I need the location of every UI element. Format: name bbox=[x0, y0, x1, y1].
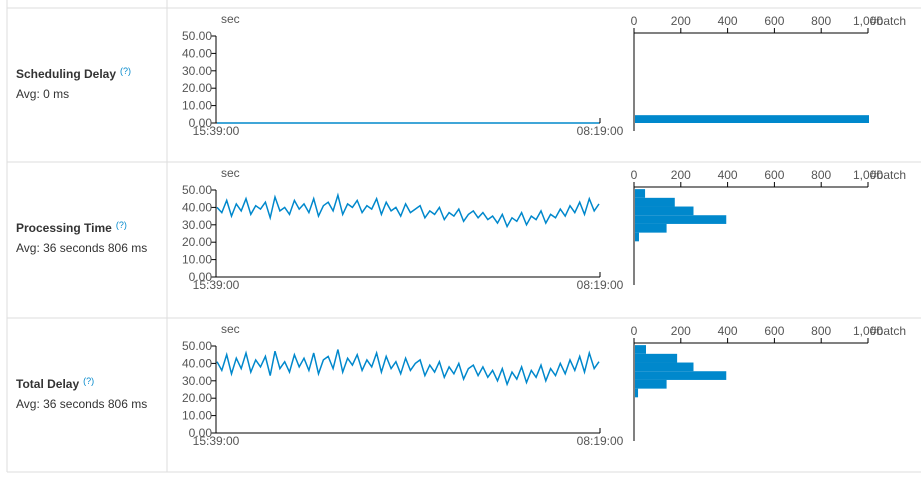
hist-x-axis-label: #batch bbox=[870, 324, 906, 338]
y-tick-label: 40.00 bbox=[182, 356, 212, 370]
hist-x-tick-label: 400 bbox=[718, 168, 738, 182]
hist-x-tick-label: 600 bbox=[764, 324, 784, 338]
histogram-bar bbox=[635, 215, 727, 224]
hist-x-tick-label: 800 bbox=[811, 14, 831, 28]
histogram-bar bbox=[635, 379, 667, 389]
hist-x-tick-label: 400 bbox=[718, 324, 738, 338]
y-tick-label: 10.00 bbox=[182, 409, 212, 423]
x-tick-label: 08:19:00 bbox=[577, 124, 624, 138]
hist-x-tick-label: 1,000 bbox=[853, 168, 883, 182]
help-icon: (?) bbox=[116, 220, 127, 230]
hist-x-tick-label: 600 bbox=[764, 168, 784, 182]
metric-average: Avg: 36 seconds 806 ms bbox=[16, 241, 147, 255]
histogram-bar bbox=[635, 189, 646, 198]
histogram-bar bbox=[635, 362, 694, 372]
y-tick-label: 10.00 bbox=[182, 99, 212, 113]
histogram-bar bbox=[635, 223, 667, 233]
hist-x-tick-label: 600 bbox=[764, 14, 784, 28]
histogram-bar bbox=[635, 197, 675, 207]
histogram-bar bbox=[635, 353, 678, 363]
hist-x-tick-label: 0 bbox=[631, 168, 638, 182]
histogram-bar bbox=[635, 371, 727, 380]
x-tick-label: 15:39:00 bbox=[193, 434, 240, 448]
timeline-line bbox=[216, 192, 600, 229]
y-axis-label: sec bbox=[221, 322, 240, 336]
y-tick-label: 20.00 bbox=[182, 235, 212, 249]
y-tick-label: 0.00 bbox=[189, 426, 213, 440]
histogram-bar bbox=[635, 232, 639, 242]
hist-x-tick-label: 200 bbox=[671, 14, 691, 28]
hist-x-tick-label: 0 bbox=[631, 14, 638, 28]
help-icon: (?) bbox=[83, 376, 94, 386]
hist-x-tick-label: 800 bbox=[811, 168, 831, 182]
metric-title: Processing Time bbox=[16, 221, 112, 235]
y-tick-label: 40.00 bbox=[182, 200, 212, 214]
hist-x-tick-label: 200 bbox=[671, 324, 691, 338]
hist-x-axis-label: #batch bbox=[870, 168, 906, 182]
y-tick-label: 50.00 bbox=[182, 29, 212, 43]
histogram-bar bbox=[635, 388, 639, 398]
metric-average: Avg: 0 ms bbox=[16, 87, 69, 101]
histogram-bar bbox=[635, 345, 646, 354]
y-axis-label: sec bbox=[221, 166, 240, 180]
y-tick-label: 30.00 bbox=[182, 64, 212, 78]
y-axis-label: sec bbox=[221, 12, 240, 26]
y-tick-label: 20.00 bbox=[182, 391, 212, 405]
help-icon: (?) bbox=[120, 66, 131, 76]
x-tick-label: 15:39:00 bbox=[193, 278, 240, 292]
histogram-bar bbox=[635, 115, 869, 123]
y-tick-label: 10.00 bbox=[182, 253, 212, 267]
hist-x-tick-label: 400 bbox=[718, 14, 738, 28]
hist-x-axis-label: #batch bbox=[870, 14, 906, 28]
metric-title: Scheduling Delay bbox=[16, 67, 116, 81]
hist-x-tick-label: 1,000 bbox=[853, 14, 883, 28]
x-tick-label: 08:19:00 bbox=[577, 434, 624, 448]
metric-title: Total Delay bbox=[16, 377, 79, 391]
hist-x-tick-label: 0 bbox=[631, 324, 638, 338]
y-tick-label: 30.00 bbox=[182, 218, 212, 232]
x-tick-label: 08:19:00 bbox=[577, 278, 624, 292]
y-tick-label: 40.00 bbox=[182, 46, 212, 60]
hist-x-tick-label: 800 bbox=[811, 324, 831, 338]
hist-x-tick-label: 200 bbox=[671, 168, 691, 182]
y-tick-label: 50.00 bbox=[182, 339, 212, 353]
y-tick-label: 50.00 bbox=[182, 183, 212, 197]
timeline-line bbox=[216, 349, 600, 387]
y-tick-label: 0.00 bbox=[189, 270, 213, 284]
y-tick-label: 0.00 bbox=[189, 116, 213, 130]
y-tick-label: 20.00 bbox=[182, 81, 212, 95]
x-tick-label: 15:39:00 bbox=[193, 124, 240, 138]
hist-x-tick-label: 1,000 bbox=[853, 324, 883, 338]
histogram-bar bbox=[635, 206, 694, 216]
y-tick-label: 30.00 bbox=[182, 374, 212, 388]
metric-average: Avg: 36 seconds 806 ms bbox=[16, 397, 147, 411]
